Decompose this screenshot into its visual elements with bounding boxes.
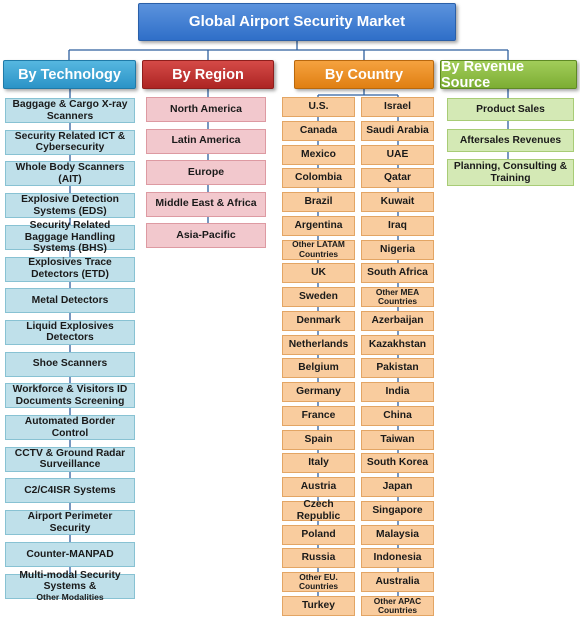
country-item-nigeria: Nigeria — [361, 239, 434, 260]
tech-item-workforce-and-visitors-id-documents-screening: Workforce & Visitors ID Documents Screen… — [5, 383, 135, 409]
country-item-spain: Spain — [282, 429, 355, 450]
header-by-revenue-source: By Revenue Source — [440, 59, 577, 91]
country-item-japan: Japan — [361, 477, 434, 497]
region-item-latin-america: Latin America — [146, 128, 266, 154]
country-item-indonesia: Indonesia — [361, 548, 434, 569]
country-item-italy: Italy — [282, 453, 355, 474]
country-item-other-apac-countries: Other APAC Countries — [361, 595, 434, 616]
country-item-israel: Israel — [361, 97, 434, 117]
tech-item-multi-modal-security-systems: Multi-modal Security Systems & Other Moda… — [5, 570, 135, 601]
tech-item-cctv-and-ground-radar-surveillance: CCTV & Ground Radar Surveillance — [5, 446, 135, 472]
header-by-technology: By Technology — [3, 60, 136, 89]
tech-item-label-main: Multi-modal Security Systems & — [19, 569, 121, 593]
country-item-uae: UAE — [361, 144, 434, 165]
country-item-germany: Germany — [282, 382, 355, 402]
country-item-uk: UK — [282, 263, 355, 284]
tech-item-liquid-explosives-detectors: Liquid Explosives Detectors — [5, 319, 135, 345]
country-item-south-africa: South Africa — [361, 263, 434, 284]
diagram-title: Global Airport Security Market — [138, 3, 456, 41]
tech-item-explosives-trace-detectors-etd: Explosives Trace Detectors (ETD) — [5, 256, 135, 282]
tech-item-baggage-and-cargo-x-ray-scanners: Baggage & Cargo X-ray Scanners — [5, 98, 135, 123]
tech-item-metal-detectors: Metal Detectors — [5, 288, 135, 314]
country-item-czech-republic: Czech Republic — [282, 499, 355, 522]
region-item-europe: Europe — [146, 160, 266, 185]
tech-item-shoe-scanners: Shoe Scanners — [5, 351, 135, 377]
tech-item-security-related-ict-and-cybersecurity: Security Related ICT & Cybersecurity — [5, 129, 135, 155]
country-item-singapore: Singapore — [361, 500, 434, 521]
tech-item-security-related-baggage-handling-systems-bhs: Security Related Baggage Handling System… — [5, 220, 135, 254]
country-item-denmark: Denmark — [282, 310, 355, 331]
country-item-brazil: Brazil — [282, 192, 355, 212]
country-item-argentina: Argentina — [282, 215, 355, 236]
header-by-region: By Region — [142, 60, 274, 89]
country-item-belgium: Belgium — [282, 358, 355, 379]
revenue-item-planning-consulting-and-training: Planning, Consulting & Training — [447, 159, 574, 186]
country-item-other-eu-countries: Other EU. Countries — [282, 572, 355, 592]
region-item-north-america: North America — [146, 97, 266, 122]
country-item-colombia: Colombia — [282, 168, 355, 189]
country-item-taiwan: Taiwan — [361, 429, 434, 450]
tech-item-counter-manpad: Counter-MANPAD — [5, 541, 135, 567]
country-item-mexico: Mexico — [282, 144, 355, 165]
region-item-asia-pacific: Asia-Pacific — [146, 223, 266, 248]
country-item-russia: Russia — [282, 548, 355, 569]
country-item-malaysia: Malaysia — [361, 524, 434, 545]
country-item-netherlands: Netherlands — [282, 334, 355, 355]
country-item-austria: Austria — [282, 477, 355, 497]
tech-item-whole-body-scanners-ait: Whole Body Scanners (AIT) — [5, 161, 135, 187]
tech-item-airport-perimeter-security: Airport Perimeter Security — [5, 510, 135, 536]
tech-item-c2-c4isr-systems: C2/C4ISR Systems — [5, 478, 135, 504]
country-item-kuwait: Kuwait — [361, 192, 434, 212]
country-item-other-mea-countries: Other MEA Countries — [361, 287, 434, 307]
header-by-country: By Country — [294, 60, 434, 89]
country-item-south-korea: South Korea — [361, 453, 434, 474]
country-item-china: China — [361, 405, 434, 426]
country-item-poland: Poland — [282, 524, 355, 545]
country-item-other-latam-countries: Other LATAM Countries — [282, 239, 355, 260]
revenue-item-aftersales-revenues: Aftersales Revenues — [447, 129, 574, 152]
region-item-middle-east-and-africa: Middle East & Africa — [146, 191, 266, 217]
country-item-azerbaijan: Azerbaijan — [361, 310, 434, 331]
country-item-saudi-arabia: Saudi Arabia — [361, 120, 434, 141]
tech-item-label-small: Other Modalities — [36, 591, 104, 602]
country-item-canada: Canada — [282, 120, 355, 141]
tech-item-automated-border-control: Automated Border Control — [5, 415, 135, 440]
country-item-australia: Australia — [361, 572, 434, 592]
country-item-kazakhstan: Kazakhstan — [361, 334, 434, 355]
country-item-pakistan: Pakistan — [361, 358, 434, 379]
country-item-qatar: Qatar — [361, 168, 434, 189]
tech-item-explosive-detection-systems-eds: Explosive Detection Systems (EDS) — [5, 193, 135, 219]
country-item-iraq: Iraq — [361, 215, 434, 236]
country-item-india: India — [361, 382, 434, 402]
revenue-item-product-sales: Product Sales — [447, 98, 574, 121]
country-item-u-s: U.S. — [282, 97, 355, 117]
country-item-turkey: Turkey — [282, 595, 355, 616]
country-item-sweden: Sweden — [282, 287, 355, 307]
country-item-france: France — [282, 405, 355, 426]
